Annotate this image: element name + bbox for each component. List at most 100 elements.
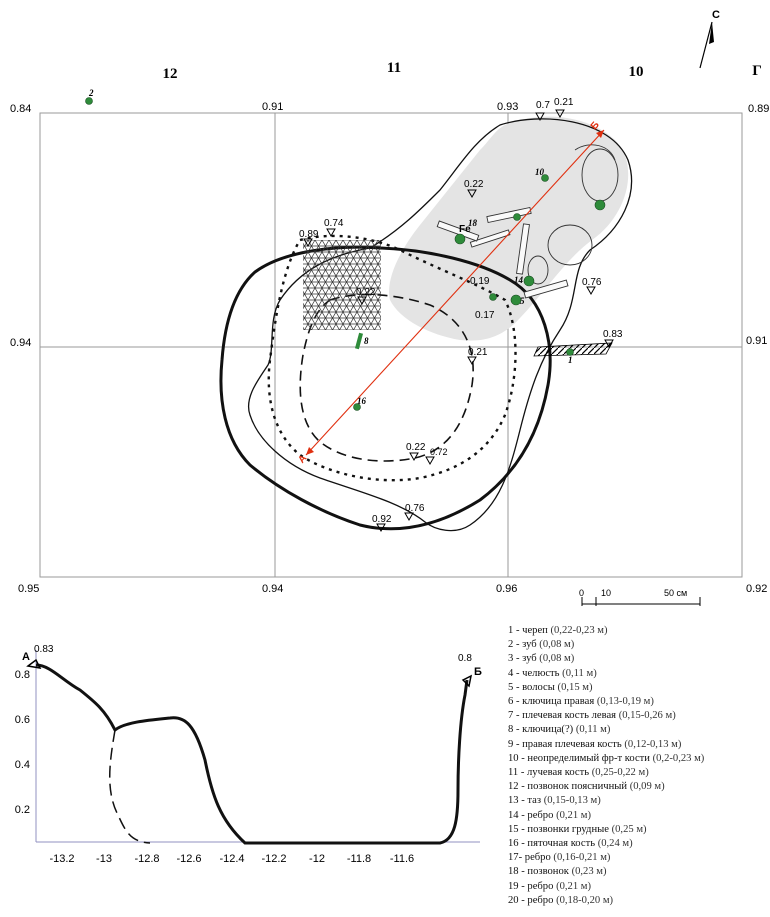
find-point [566,348,574,356]
legend-item-label: 3 - зуб [508,653,537,665]
legend-item-depth: (0,25-0,22 м) [591,767,649,779]
grid-label: 0.91 [262,101,283,113]
x-tick-label: -11.8 [347,853,371,865]
x-tick-label: -11.6 [390,853,414,865]
legend-item: 18 - позвонок (0,23 м) [508,865,766,879]
find-point [510,294,522,306]
depth-label: 0.83 [603,329,623,340]
legend-item-label: 14 - ребро [508,809,554,821]
x-tick-label: -12.6 [176,853,201,865]
depth-triangle [303,238,313,248]
legend-item-label: 15 - позвонки грудные [508,823,609,835]
section-label-a: А [22,651,30,663]
x-tick-label: -12.2 [261,853,286,865]
pit-contour-dotted [267,234,517,482]
legend-item-label: 7 - плечевая кость левая [508,710,617,722]
legend-item: 14 - ребро (0,21 м) [508,809,766,823]
depth-label: 0.22 [406,442,426,453]
depth-triangle [404,512,414,522]
depth-triangle [409,452,419,462]
x-tick-label: -12.4 [219,853,244,865]
x-tick-label: -13 [96,853,112,865]
point-number: 8 [364,336,369,346]
find-point [513,213,521,221]
depth-label: 0.76 [405,503,425,514]
find-point [85,97,93,105]
legend-item-depth: (0,24 м) [597,838,633,850]
legend-item: 13 - таз (0,15-0,13 м) [508,794,766,808]
find-point [594,199,606,211]
legend-item: 11 - лучевая кость (0,25-0,22 м) [508,766,766,780]
legend-item-label: 6 - ключица правая [508,696,595,708]
depth-label: 0.92 [372,514,392,525]
depth-triangle [604,339,614,349]
square-label-12: 12 [163,66,178,82]
svg-text:10: 10 [601,588,611,598]
legend-item-depth: (0,13-0,19 м) [596,696,654,708]
point-number: 16 [357,396,367,406]
legend-item-label: 1 - череп [508,625,548,636]
legend-item: 8 - ключица(?) (0,11 м) [508,723,766,737]
square-label-g: Г [752,63,762,79]
legend-item-depth: (0,2-0,23 м) [652,752,705,764]
finds-legend: 1 - череп (0,22-0,23 м) 2 - зуб (0,08 м) 3… [508,624,766,908]
find-point [489,293,497,301]
square-label-11: 11 [387,60,401,76]
grid-frame [39,112,743,578]
x-tick-label: -13.2 [49,853,74,865]
grid-label: 0.94 [262,583,283,595]
point-number: 14 [514,275,524,285]
depth-label: 0.22 [356,287,376,298]
legend-item-label: 18 - позвонок [508,866,569,878]
depth-label: 0.89 [299,229,319,240]
legend-item-depth: (0,15 м) [557,681,593,693]
legend-item-label: 10 - неопределимый фр-т кости [508,752,650,764]
legend-item-depth: (0,15-0,13 м) [543,795,601,807]
legend-item-label: 13 - таз [508,795,542,807]
find-point [353,403,361,411]
grid-label: 0.95 [18,583,39,595]
legend-item: 15 - позвонки грудные (0,25 м) [508,823,766,837]
grid-label: 0.89 [748,103,769,115]
section-profile: 0.8 0.6 0.4 0.2 -13.2 -13 -12.8 -12.6 -1… [15,644,482,865]
depth-label: 0.21 [554,97,574,108]
legend-item: 20 - ребро (0,18-0,20 м) [508,894,766,908]
legend-item-label: 20 - ребро [508,894,554,906]
depth-triangle [326,228,336,238]
y-tick-label: 0.6 [15,714,30,726]
section-depth-a: 0.83 [34,644,54,655]
grid-label: 0.84 [10,103,31,115]
iron-find-label: Fe [459,224,471,235]
depth-label: 0.72 [430,447,448,457]
legend-item-depth: (0,09 м) [629,781,665,793]
legend-item-label: 8 - ключица(?) [508,724,574,736]
svg-text:0: 0 [579,588,584,598]
grid-label: 0.96 [496,583,517,595]
legend-item-depth: (0,11 м) [575,724,611,736]
svg-text:С: С [712,9,720,21]
legend-item: 2 - зуб (0,08 м) [508,638,766,652]
legend-item-depth: (0,08 м) [539,639,575,651]
legend-item-label: 17- ребро [508,852,551,864]
depth-triangle [376,523,386,533]
scale-bar: 0 10 50 см [579,588,701,606]
legend-item-depth: (0,23 м) [571,866,607,878]
depth-label: 0.76 [582,277,602,288]
legend-item-depth: (0,11 м) [562,667,597,679]
depth-label: 0.17 [475,310,495,321]
legend-item: 9 - правая плечевая кость (0,12-0,13 м) [508,738,766,752]
svg-text:А: А [296,453,309,466]
point-number: 18 [468,218,478,228]
svg-text:50 см: 50 см [664,588,687,598]
striped-strip [533,342,613,357]
point-number: 5 [520,296,525,306]
depth-triangle [467,356,477,366]
legend-item-label: 2 - зуб [508,639,537,651]
y-tick-label: 0.2 [15,804,30,816]
point-number: 1 [568,355,573,365]
depth-label: 0.7 [536,100,550,111]
x-tick-label: -12 [309,853,325,865]
depth-label: 0.22 [464,179,484,190]
find-point [523,275,535,287]
